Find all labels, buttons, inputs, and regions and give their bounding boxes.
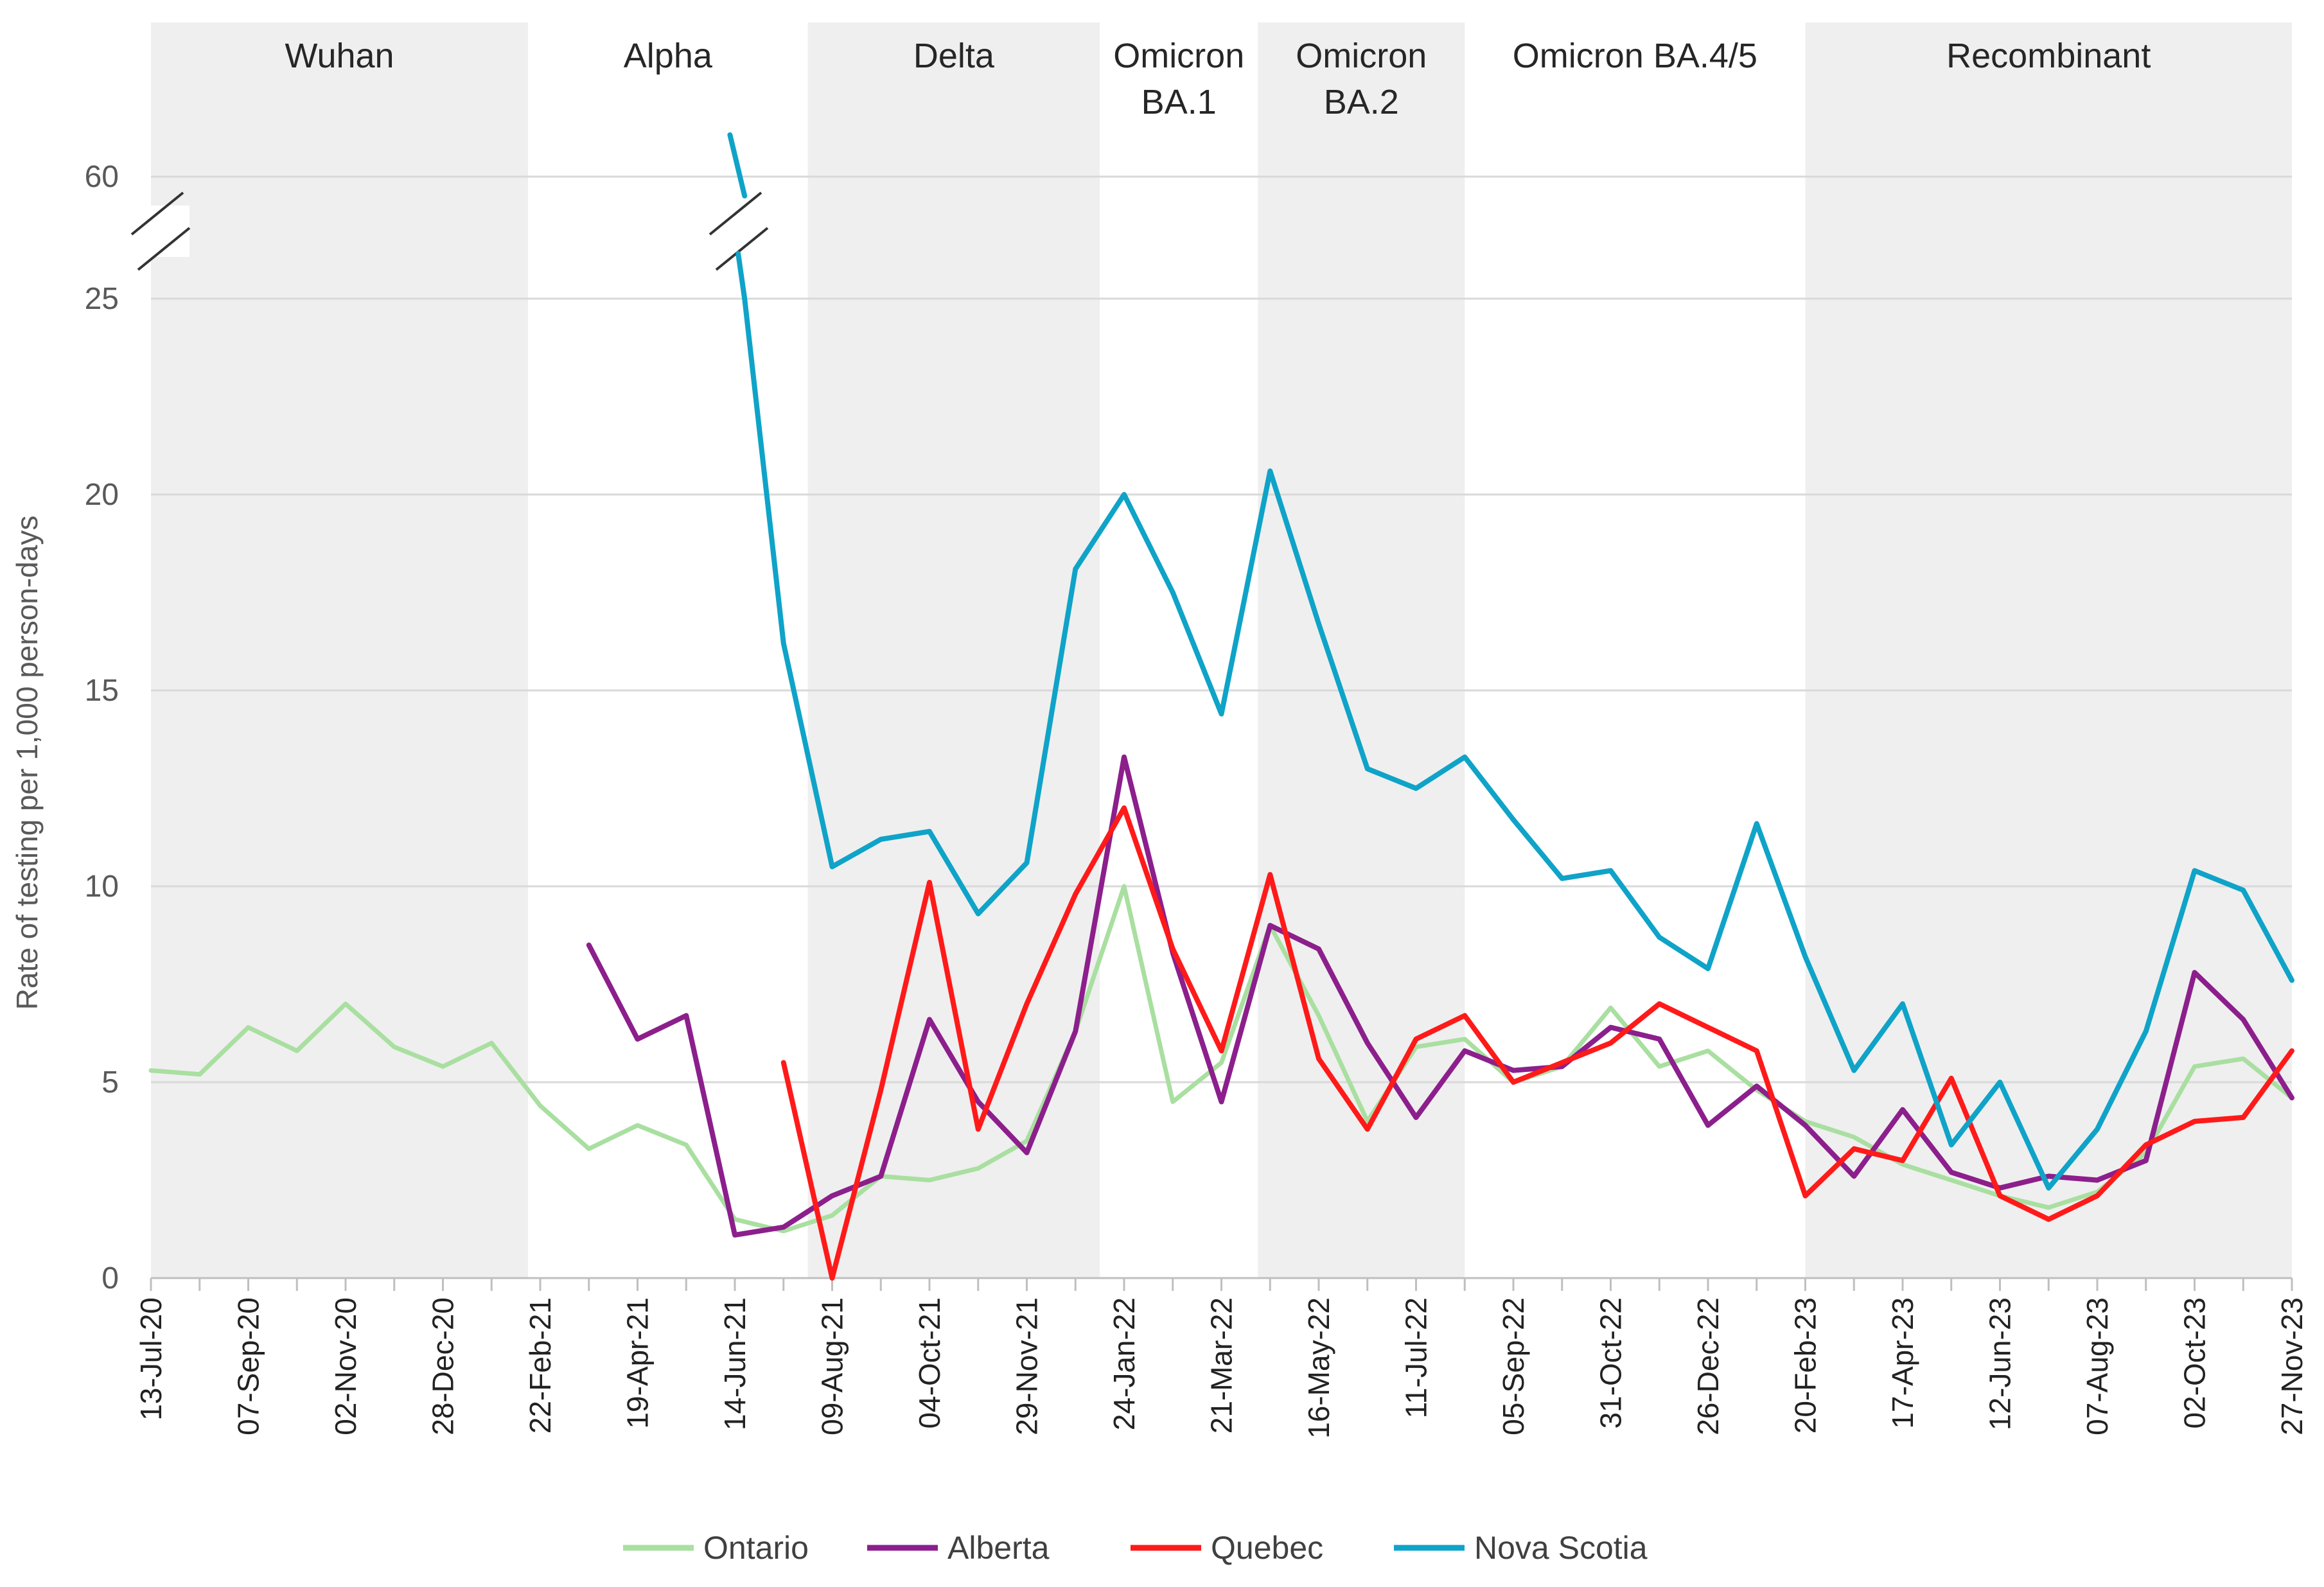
period-label: Omicron BA.1: [1113, 37, 1244, 121]
x-tick-label: 11-Jul-22: [1400, 1297, 1433, 1418]
x-tick-label: 29-Nov-21: [1010, 1297, 1044, 1435]
x-tick-label: 16-May-22: [1302, 1297, 1335, 1439]
series-line-ontario: [148, 884, 2294, 1234]
period-label: Alpha: [624, 37, 713, 75]
series-line-above-break: [727, 132, 748, 198]
period-band: [1258, 22, 1465, 1278]
x-tick-label: 02-Nov-20: [329, 1297, 362, 1435]
axis-break-mask: [132, 206, 189, 257]
series-line-above-break: [735, 251, 748, 301]
y-axis: 0 5 10 15 20 25 60: [85, 160, 119, 1295]
period-label: Recombinant: [1946, 37, 2151, 75]
x-tick-label: 20-Feb-23: [1789, 1297, 1822, 1434]
period-label-line: Delta: [913, 37, 995, 75]
period-band: [1805, 22, 2292, 1278]
series-lines: [148, 132, 2294, 1281]
x-tick-label: 14-Jun-21: [718, 1297, 752, 1430]
series-line-nova-scotia: [742, 296, 2294, 1191]
period-label-line: BA.2: [1324, 83, 1399, 121]
y-tick-label: 25: [85, 282, 119, 316]
period-band: [807, 22, 1100, 1278]
x-tick-label: 19-Apr-21: [621, 1297, 655, 1429]
x-tick-label: 09-Aug-21: [816, 1297, 849, 1435]
period-label: Omicron BA.2: [1296, 37, 1427, 121]
period-bands: [151, 22, 2292, 1278]
legend-label: Ontario: [703, 1530, 809, 1566]
axis-break-slash: [715, 227, 769, 271]
legend-label: Nova Scotia: [1474, 1530, 1648, 1566]
y-tick-label: 10: [85, 870, 119, 904]
axis-break-slash: [709, 191, 762, 236]
axis-break-marks: [130, 191, 769, 271]
x-tick-label: 27-Nov-23: [2275, 1297, 2309, 1435]
period-label-line: Omicron: [1296, 37, 1427, 75]
period-label-line: Omicron: [1113, 37, 1244, 75]
period-label-line: Omicron BA.4/5: [1513, 37, 1757, 75]
period-label: Wuhan: [285, 37, 394, 75]
period-label-line: Wuhan: [285, 37, 394, 75]
y-tick-label: 20: [85, 478, 119, 512]
x-tick-label: 02-Oct-23: [2178, 1297, 2212, 1429]
period-label-line: BA.1: [1141, 83, 1217, 121]
period-band: [151, 22, 529, 1278]
x-tick-label: 05-Sep-22: [1497, 1297, 1530, 1435]
series-line-alberta: [586, 754, 2294, 1238]
y-tick-label: 0: [101, 1261, 119, 1295]
x-tick-label: 24-Jan-22: [1107, 1297, 1141, 1430]
x-tick-label: 12-Jun-23: [1984, 1297, 2017, 1430]
period-label-line: Recombinant: [1946, 37, 2151, 75]
period-label: Omicron BA.4/5: [1513, 37, 1757, 75]
x-axis: 13-Jul-20 07-Sep-20 02-Nov-20 28-Dec-20 22-F…: [134, 1277, 2309, 1439]
x-tick-label: 22-Feb-21: [524, 1297, 557, 1434]
x-tick-label: 07-Sep-20: [232, 1297, 265, 1435]
y-tick-label: 15: [85, 674, 119, 708]
y-tick-label: 60: [85, 160, 119, 194]
y-axis-label: Rate of testing per 1,000 person-days: [10, 516, 44, 1010]
legend: Ontario Alberta Quebec Nova Scotia: [623, 1530, 1648, 1566]
x-tick-label: 04-Oct-21: [913, 1297, 946, 1429]
axis-break-slash: [130, 191, 184, 236]
axis-break-mask: [710, 206, 768, 257]
x-tick-label: 13-Jul-20: [134, 1297, 168, 1421]
legend-label: Alberta: [947, 1530, 1050, 1566]
period-label-line: Alpha: [624, 37, 713, 75]
period-label: Delta: [913, 37, 995, 75]
x-tick-label: 07-Aug-23: [2081, 1297, 2114, 1435]
x-tick-label: 17-Apr-23: [1886, 1297, 1919, 1429]
x-tick-label: 26-Dec-22: [1691, 1297, 1725, 1435]
x-tick-label: 31-Oct-22: [1594, 1297, 1628, 1429]
legend-label: Quebec: [1211, 1530, 1323, 1566]
axis-break-slash: [137, 227, 191, 271]
x-tick-label: 28-Dec-20: [427, 1297, 460, 1435]
gridlines: [151, 175, 2292, 1083]
y-tick-label: 5: [101, 1065, 119, 1100]
series-line-quebec: [780, 805, 2294, 1281]
x-tick-label: 21-Mar-22: [1205, 1297, 1238, 1434]
